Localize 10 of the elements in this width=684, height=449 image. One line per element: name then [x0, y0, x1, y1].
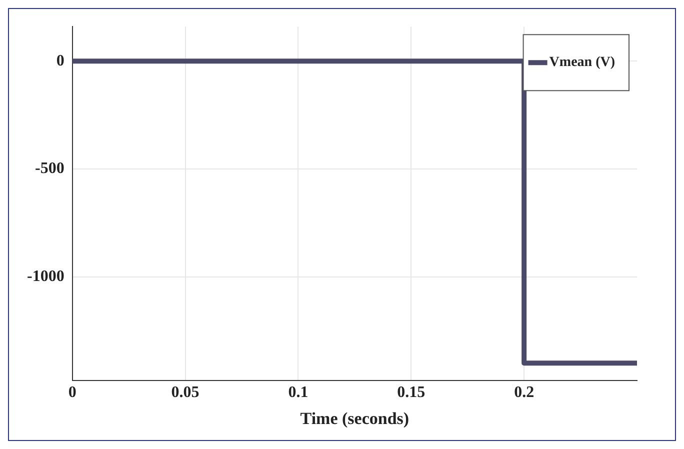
- x-axis-title: Time (seconds): [300, 409, 410, 428]
- x-tick-label: 0: [68, 384, 76, 402]
- x-tick-label: 0.2: [514, 384, 534, 402]
- x-tick-label: 0.05: [171, 384, 200, 402]
- x-tick-label: 0.1: [288, 384, 308, 402]
- y-tick-label: -500: [35, 160, 64, 178]
- y-tick-label: 0: [56, 52, 64, 70]
- x-tick-label: 0.15: [397, 384, 426, 402]
- legend-label: Vmean (V): [549, 55, 616, 70]
- y-tick-label: -1000: [27, 268, 64, 285]
